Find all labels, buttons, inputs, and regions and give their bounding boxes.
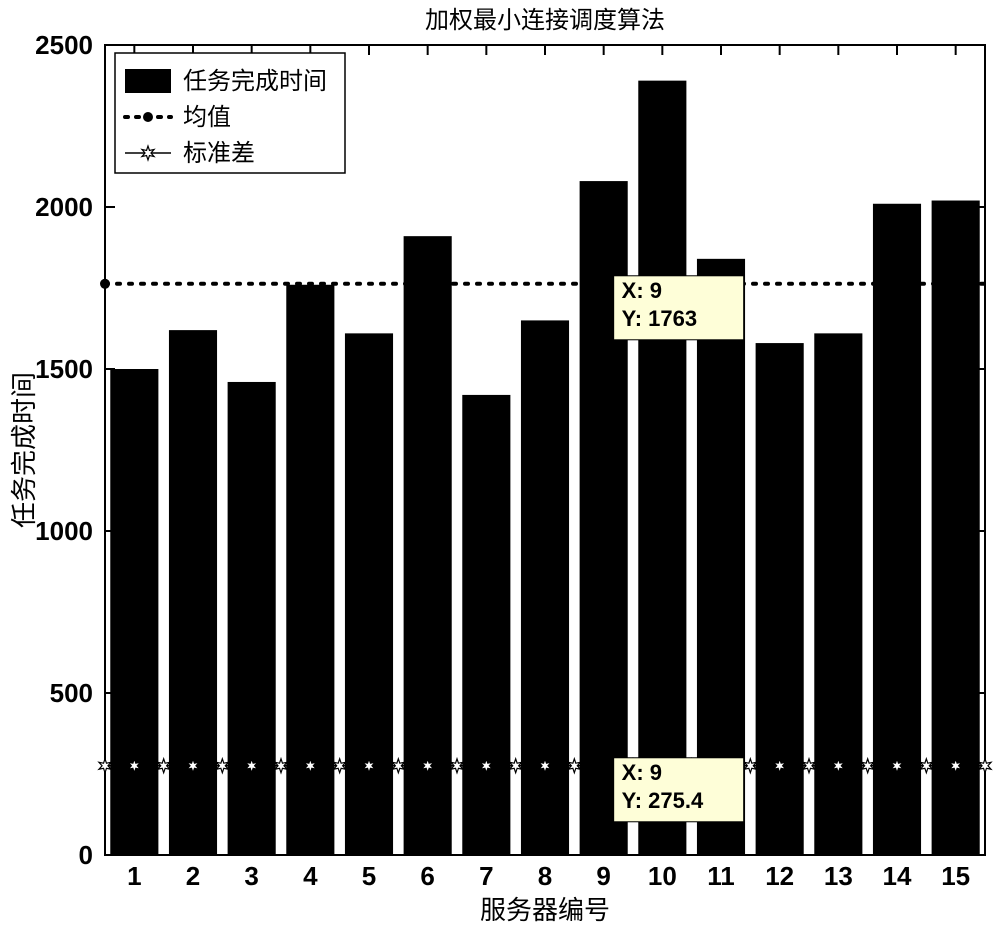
x-tick-label: 14 [883,861,912,891]
x-tick-label: 11 [707,861,735,891]
y-tick-label: 1000 [35,516,93,546]
bar [521,320,569,855]
bar [462,395,510,855]
bar [814,333,862,855]
legend-label: 标准差 [183,140,255,167]
bar [110,369,158,855]
bar [756,343,804,855]
x-tick-label: 2 [186,861,200,891]
x-tick-label: 12 [765,861,794,891]
legend-swatch-bar [125,69,171,93]
datatip-marker [597,277,611,291]
x-tick-label: 3 [244,861,258,891]
y-tick-label: 500 [50,678,93,708]
legend-label: 任务完成时间 [183,68,327,95]
y-tick-label: 1500 [35,354,93,384]
y-tick-label: 0 [79,840,93,870]
legend-mean-marker [143,112,153,122]
x-tick-label: 1 [127,861,141,891]
x-tick-label: 15 [941,861,970,891]
x-tick-label: 8 [538,861,552,891]
y-tick-label: 2500 [35,30,93,60]
chart-container: { "chart": { "type": "bar", "title": "加权… [0,0,1000,931]
x-tick-label: 4 [303,861,318,891]
bar-chart: 加权最小连接调度算法050010001500200025001234567891… [0,0,1000,931]
x-axis-label: 服务器编号 [480,896,610,925]
bar [638,81,686,855]
bar [345,333,393,855]
x-tick-label: 10 [648,861,677,891]
y-axis-label: 任务完成时间 [10,372,39,528]
bar [932,201,980,855]
datatip-text: Y: 1763 [622,306,697,331]
datatip-text: X: 9 [622,760,662,785]
x-tick-label: 7 [479,861,493,891]
x-tick-label: 9 [596,861,610,891]
y-tick-label: 2000 [35,192,93,222]
mean-marker [100,279,110,289]
x-tick-label: 6 [420,861,434,891]
chart-title: 加权最小连接调度算法 [425,7,665,34]
bar [169,330,217,855]
datatip-text: Y: 275.4 [622,788,704,813]
x-tick-label: 13 [824,861,853,891]
datatip-marker [597,759,611,773]
legend-label: 均值 [183,104,231,131]
bar [228,382,276,855]
x-tick-label: 5 [362,861,376,891]
datatip-text: X: 9 [622,278,662,303]
